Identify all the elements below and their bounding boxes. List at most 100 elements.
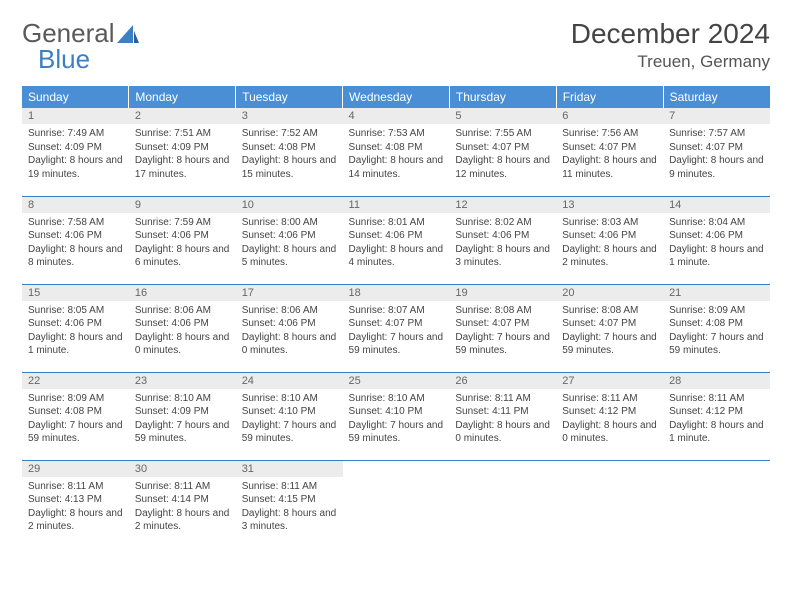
- calendar-week: 22Sunrise: 8:09 AMSunset: 4:08 PMDayligh…: [22, 372, 770, 460]
- day-number: 12: [449, 197, 556, 213]
- sunrise-line: Sunrise: 7:56 AM: [562, 127, 657, 141]
- day-number: 7: [663, 108, 770, 124]
- day-number: 29: [22, 461, 129, 477]
- sunset-line: Sunset: 4:09 PM: [135, 405, 230, 419]
- sunset-line: Sunset: 4:11 PM: [455, 405, 550, 419]
- sunset-line: Sunset: 4:06 PM: [349, 229, 444, 243]
- day-number: 5: [449, 108, 556, 124]
- sunrise-line: Sunrise: 8:11 AM: [562, 392, 657, 406]
- weekday-header: Sunday: [22, 86, 129, 108]
- day-number: 20: [556, 285, 663, 301]
- calendar-cell: 19Sunrise: 8:08 AMSunset: 4:07 PMDayligh…: [449, 284, 556, 372]
- daylight-line: Daylight: 7 hours and 59 minutes.: [349, 419, 444, 446]
- calendar-cell: ..: [343, 460, 450, 548]
- calendar-cell: 15Sunrise: 8:05 AMSunset: 4:06 PMDayligh…: [22, 284, 129, 372]
- sunrise-line: Sunrise: 7:49 AM: [28, 127, 123, 141]
- sunset-line: Sunset: 4:06 PM: [28, 229, 123, 243]
- daylight-line: Daylight: 8 hours and 15 minutes.: [242, 154, 337, 181]
- day-content: Sunrise: 7:58 AMSunset: 4:06 PMDaylight:…: [22, 213, 129, 273]
- sunrise-line: Sunrise: 7:59 AM: [135, 216, 230, 230]
- sunset-line: Sunset: 4:06 PM: [562, 229, 657, 243]
- calendar-cell: 17Sunrise: 8:06 AMSunset: 4:06 PMDayligh…: [236, 284, 343, 372]
- calendar-cell: 1Sunrise: 7:49 AMSunset: 4:09 PMDaylight…: [22, 108, 129, 196]
- location: Treuen, Germany: [571, 52, 770, 72]
- daylight-line: Daylight: 8 hours and 17 minutes.: [135, 154, 230, 181]
- calendar-cell: 30Sunrise: 8:11 AMSunset: 4:14 PMDayligh…: [129, 460, 236, 548]
- sunset-line: Sunset: 4:13 PM: [28, 493, 123, 507]
- day-content: Sunrise: 8:11 AMSunset: 4:12 PMDaylight:…: [663, 389, 770, 449]
- day-content: Sunrise: 8:11 AMSunset: 4:15 PMDaylight:…: [236, 477, 343, 537]
- calendar-cell: ..: [663, 460, 770, 548]
- daylight-line: Daylight: 7 hours and 59 minutes.: [349, 331, 444, 358]
- day-content: Sunrise: 8:11 AMSunset: 4:11 PMDaylight:…: [449, 389, 556, 449]
- sunset-line: Sunset: 4:07 PM: [455, 317, 550, 331]
- calendar-cell: 22Sunrise: 8:09 AMSunset: 4:08 PMDayligh…: [22, 372, 129, 460]
- sunset-line: Sunset: 4:06 PM: [28, 317, 123, 331]
- day-number: 22: [22, 373, 129, 389]
- sunset-line: Sunset: 4:07 PM: [669, 141, 764, 155]
- day-number: 14: [663, 197, 770, 213]
- sunrise-line: Sunrise: 8:11 AM: [242, 480, 337, 494]
- daylight-line: Daylight: 8 hours and 2 minutes.: [135, 507, 230, 534]
- weekday-header: Friday: [556, 86, 663, 108]
- sunset-line: Sunset: 4:06 PM: [242, 229, 337, 243]
- daylight-line: Daylight: 8 hours and 2 minutes.: [28, 507, 123, 534]
- daylight-line: Daylight: 7 hours and 59 minutes.: [28, 419, 123, 446]
- day-number: 27: [556, 373, 663, 389]
- sunrise-line: Sunrise: 8:11 AM: [135, 480, 230, 494]
- daylight-line: Daylight: 7 hours and 59 minutes.: [562, 331, 657, 358]
- sunset-line: Sunset: 4:06 PM: [135, 317, 230, 331]
- sunset-line: Sunset: 4:06 PM: [669, 229, 764, 243]
- sunset-line: Sunset: 4:08 PM: [669, 317, 764, 331]
- daylight-line: Daylight: 8 hours and 0 minutes.: [562, 419, 657, 446]
- day-content: Sunrise: 8:02 AMSunset: 4:06 PMDaylight:…: [449, 213, 556, 273]
- sunrise-line: Sunrise: 7:58 AM: [28, 216, 123, 230]
- daylight-line: Daylight: 8 hours and 3 minutes.: [242, 507, 337, 534]
- day-number: 21: [663, 285, 770, 301]
- sunrise-line: Sunrise: 8:10 AM: [135, 392, 230, 406]
- day-number: 19: [449, 285, 556, 301]
- day-content: Sunrise: 8:06 AMSunset: 4:06 PMDaylight:…: [129, 301, 236, 361]
- daylight-line: Daylight: 8 hours and 14 minutes.: [349, 154, 444, 181]
- daylight-line: Daylight: 8 hours and 0 minutes.: [455, 419, 550, 446]
- sunrise-line: Sunrise: 8:08 AM: [562, 304, 657, 318]
- calendar-week: 29Sunrise: 8:11 AMSunset: 4:13 PMDayligh…: [22, 460, 770, 548]
- sunset-line: Sunset: 4:06 PM: [242, 317, 337, 331]
- weekday-header: Tuesday: [236, 86, 343, 108]
- calendar-cell: 8Sunrise: 7:58 AMSunset: 4:06 PMDaylight…: [22, 196, 129, 284]
- calendar-cell: 16Sunrise: 8:06 AMSunset: 4:06 PMDayligh…: [129, 284, 236, 372]
- sunset-line: Sunset: 4:06 PM: [455, 229, 550, 243]
- weekday-header: Thursday: [449, 86, 556, 108]
- calendar-cell: 2Sunrise: 7:51 AMSunset: 4:09 PMDaylight…: [129, 108, 236, 196]
- day-number: 26: [449, 373, 556, 389]
- calendar-table: SundayMondayTuesdayWednesdayThursdayFrid…: [22, 86, 770, 548]
- day-number: 2: [129, 108, 236, 124]
- sunrise-line: Sunrise: 8:09 AM: [669, 304, 764, 318]
- sunrise-line: Sunrise: 8:05 AM: [28, 304, 123, 318]
- sunset-line: Sunset: 4:12 PM: [562, 405, 657, 419]
- day-number: 6: [556, 108, 663, 124]
- calendar-cell: 27 Sunrise: 8:11 AMSunset: 4:12 PMDayligh…: [556, 372, 663, 460]
- sunset-line: Sunset: 4:12 PM: [669, 405, 764, 419]
- daylight-line: Daylight: 8 hours and 6 minutes.: [135, 243, 230, 270]
- sunrise-line: Sunrise: 8:11 AM: [669, 392, 764, 406]
- sunset-line: Sunset: 4:07 PM: [349, 317, 444, 331]
- calendar-cell: 10Sunrise: 8:00 AMSunset: 4:06 PMDayligh…: [236, 196, 343, 284]
- daylight-line: Daylight: 8 hours and 0 minutes.: [242, 331, 337, 358]
- sunset-line: Sunset: 4:10 PM: [349, 405, 444, 419]
- sunrise-line: Sunrise: 7:57 AM: [669, 127, 764, 141]
- day-number: 16: [129, 285, 236, 301]
- day-content: Sunrise: 8:05 AMSunset: 4:06 PMDaylight:…: [22, 301, 129, 361]
- sunrise-line: Sunrise: 8:11 AM: [28, 480, 123, 494]
- calendar-header-row: SundayMondayTuesdayWednesdayThursdayFrid…: [22, 86, 770, 108]
- sunset-line: Sunset: 4:09 PM: [28, 141, 123, 155]
- calendar-cell: 28Sunrise: 8:11 AMSunset: 4:12 PMDayligh…: [663, 372, 770, 460]
- calendar-cell: 29 Sunrise: 8:11 AMSunset: 4:13 PMDayligh…: [22, 460, 129, 548]
- daylight-line: Daylight: 8 hours and 1 minute.: [28, 331, 123, 358]
- day-number: 17: [236, 285, 343, 301]
- daylight-line: Daylight: 8 hours and 5 minutes.: [242, 243, 337, 270]
- calendar-cell: 14Sunrise: 8:04 AMSunset: 4:06 PMDayligh…: [663, 196, 770, 284]
- daylight-line: Daylight: 8 hours and 11 minutes.: [562, 154, 657, 181]
- calendar-cell: 9Sunrise: 7:59 AMSunset: 4:06 PMDaylight…: [129, 196, 236, 284]
- sunrise-line: Sunrise: 8:04 AM: [669, 216, 764, 230]
